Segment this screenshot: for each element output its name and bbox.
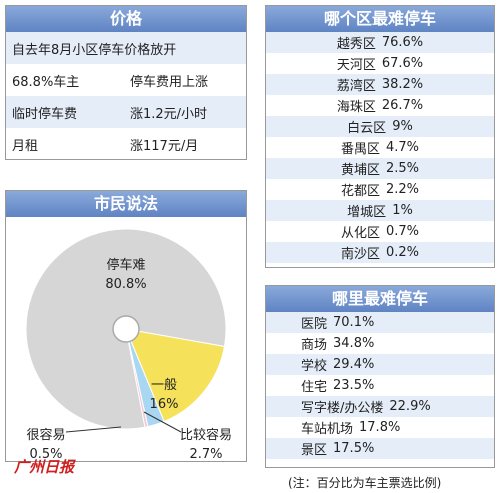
district-name: 番禺区 — [340, 142, 380, 157]
place-name: 车站机场 — [301, 422, 354, 437]
district-name: 花都区 — [340, 184, 380, 199]
district-value: 1% — [392, 203, 413, 218]
cell: 停车费用上涨 — [130, 74, 209, 90]
district-panel: 哪个区最难停车 越秀区 76.6% 天河区 67.6% 荔湾区 38.2% 海珠区 26.7%… — [265, 5, 495, 268]
row: 荔湾区 38.2% — [266, 74, 494, 95]
place-name: 景区 — [301, 443, 328, 458]
row: 写字楼/办公楼 22.9% — [266, 396, 494, 417]
cell: 月租 — [12, 138, 39, 154]
place-value: 34.8% — [333, 336, 375, 351]
row: 车站机场 17.8% — [266, 417, 494, 438]
row: 医院 70.1% — [266, 312, 494, 333]
district-name: 天河区 — [336, 58, 376, 73]
cell: 涨1.2元/小时 — [130, 106, 208, 122]
district-name: 从化区 — [340, 226, 380, 241]
district-value: 67.6% — [381, 56, 424, 71]
row: 南沙区 0.2% — [266, 242, 494, 263]
district-value: 38.2% — [381, 77, 424, 92]
slice-value: 2.7% — [189, 447, 222, 461]
slice-value: 80.8% — [105, 277, 146, 292]
row: 花都区 2.2% — [266, 179, 494, 200]
slice-label: 比较容易 — [180, 427, 232, 443]
place-name: 医院 — [301, 317, 328, 332]
place-panel: 哪里最难停车 医院 70.1% 商场 34.8% 学校 29.4% 住宅 23.5% 写字楼/办… — [265, 285, 495, 468]
leader-line — [143, 411, 182, 433]
row: 月租 涨117元/月 — [6, 128, 246, 160]
slice-label: 停车难 — [106, 257, 145, 273]
place-value: 22.9% — [389, 399, 431, 414]
district-value: 4.7% — [385, 140, 420, 155]
row: 越秀区 76.6% — [266, 32, 494, 53]
row: 商场 34.8% — [266, 333, 494, 354]
opinion-panel: 市民说法 一般 16% 比较容易 2.7% 很容易 0.5% 停车难 80.8% — [5, 190, 247, 462]
district-name: 黄埔区 — [340, 163, 380, 178]
slice-label: 一般 — [151, 377, 177, 393]
slice-value: 16% — [150, 397, 179, 412]
district-name: 荔湾区 — [336, 79, 376, 94]
row: 海珠区 26.7% — [266, 95, 494, 116]
district-name: 南沙区 — [340, 247, 380, 262]
row: 天河区 67.6% — [266, 53, 494, 74]
place-name: 写字楼/办公楼 — [301, 401, 384, 416]
panel-title: 市民说法 — [6, 191, 246, 217]
pie-hole — [112, 315, 140, 343]
row: 增城区 1% — [266, 200, 494, 221]
row: 自去年8月小区停车价格放开 — [6, 32, 246, 64]
row: 住宅 23.5% — [266, 375, 494, 396]
district-name: 海珠区 — [336, 100, 376, 115]
district-value: 2.5% — [385, 161, 420, 176]
row: 黄埔区 2.5% — [266, 158, 494, 179]
cell: 涨117元/月 — [130, 138, 199, 154]
panel-title: 哪里最难停车 — [266, 286, 494, 312]
district-name: 越秀区 — [336, 37, 376, 52]
panel-title: 价格 — [6, 6, 246, 32]
panel-title: 哪个区最难停车 — [266, 6, 494, 32]
row: 白云区 9% — [266, 116, 494, 137]
district-value: 2.2% — [385, 182, 420, 197]
cell: 68.8%车主 — [12, 74, 80, 90]
row: 景区 17.5% — [266, 438, 494, 459]
place-name: 商场 — [301, 338, 328, 353]
row: 从化区 0.7% — [266, 221, 494, 242]
place-value: 17.5% — [333, 441, 375, 456]
place-value: 29.4% — [333, 357, 375, 372]
row: 临时停车费 涨1.2元/小时 — [6, 96, 246, 128]
slice-value: 0.5% — [29, 447, 62, 461]
source: 广州日报 — [14, 458, 75, 476]
price-panel: 价格 自去年8月小区停车价格放开 68.8%车主 停车费用上涨临时停车费 涨1.2元/… — [5, 5, 247, 160]
leader-line — [65, 426, 122, 433]
row: 学校 29.4% — [266, 354, 494, 375]
row: 68.8%车主 停车费用上涨 — [6, 64, 246, 96]
slice-label: 很容易 — [26, 427, 65, 443]
district-value: 0.7% — [385, 224, 420, 239]
district-value: 26.7% — [381, 98, 424, 113]
place-name: 住宅 — [301, 380, 328, 395]
note: (注：百分比为车主票选比例) — [288, 476, 442, 490]
pie-slice — [125, 328, 226, 423]
cell: 临时停车费 — [12, 106, 78, 122]
place-name: 学校 — [301, 359, 328, 374]
place-value: 23.5% — [333, 378, 375, 393]
cell: 自去年8月小区停车价格放开 — [12, 42, 177, 58]
district-name: 增城区 — [347, 205, 387, 220]
pie-chart: 一般 16%比较容易 2.7% 很容易 0.5% 停车难 80.8% — [25, 228, 232, 462]
district-value: 0.2% — [385, 245, 420, 260]
row: 番禺区 4.7% — [266, 137, 494, 158]
place-value: 17.8% — [359, 420, 401, 435]
district-value: 76.6% — [381, 35, 424, 50]
district-value: 9% — [392, 119, 413, 134]
district-name: 白云区 — [347, 121, 387, 136]
place-value: 70.1% — [333, 315, 375, 330]
